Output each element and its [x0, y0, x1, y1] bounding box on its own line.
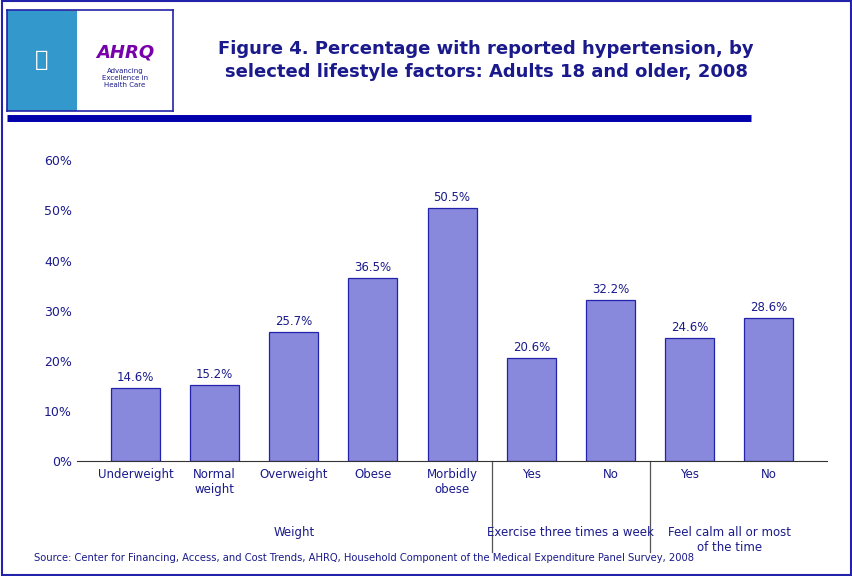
Bar	[348, 278, 397, 461]
Text: Exercise three times a week: Exercise three times a week	[486, 526, 653, 539]
Text: 25.7%: 25.7%	[275, 315, 312, 328]
Text: 14.6%: 14.6%	[117, 371, 154, 384]
Text: 50.5%: 50.5%	[433, 191, 470, 204]
Text: 🦅: 🦅	[35, 50, 49, 70]
Text: Source: Center for Financing, Access, and Cost Trends, AHRQ, Household Component: Source: Center for Financing, Access, an…	[34, 554, 694, 563]
Text: 36.5%: 36.5%	[354, 261, 391, 274]
Text: 20.6%: 20.6%	[512, 340, 550, 354]
Text: Advancing
Excellence in
Health Care: Advancing Excellence in Health Care	[101, 69, 147, 88]
Text: 24.6%: 24.6%	[671, 321, 707, 334]
Text: Feel calm all or most
of the time: Feel calm all or most of the time	[667, 526, 790, 554]
Text: 32.2%: 32.2%	[591, 283, 628, 295]
Bar	[427, 208, 476, 461]
Bar	[585, 300, 634, 461]
Bar	[111, 388, 160, 461]
Bar	[743, 317, 792, 461]
Bar	[7, 10, 77, 111]
Text: Weight: Weight	[273, 526, 314, 539]
Bar	[190, 385, 239, 461]
Text: 15.2%: 15.2%	[196, 367, 233, 381]
Text: AHRQ: AHRQ	[95, 43, 154, 61]
Text: Figure 4. Percentage with reported hypertension, by
selected lifestyle factors: : Figure 4. Percentage with reported hyper…	[218, 40, 753, 81]
Bar	[269, 332, 318, 461]
Text: 28.6%: 28.6%	[749, 301, 786, 313]
Bar	[665, 338, 713, 461]
Bar	[506, 358, 556, 461]
